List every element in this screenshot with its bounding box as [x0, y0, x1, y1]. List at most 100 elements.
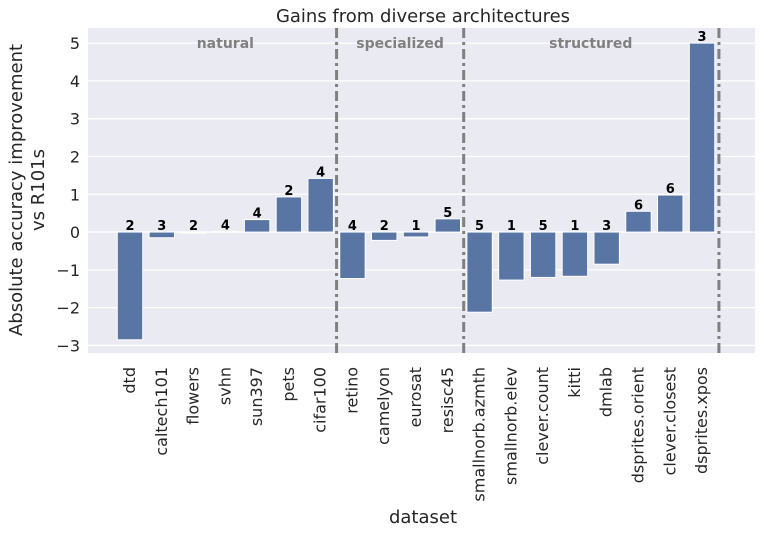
bar-resisc45: [434, 218, 462, 233]
x-tick: pets: [279, 367, 298, 402]
x-tick-label: smallnorb.azmth: [470, 367, 489, 502]
plot-area: [88, 28, 755, 353]
group-label-specialized: specialized: [356, 36, 444, 52]
y-tick-label: 5: [70, 34, 80, 53]
bar-eurosat: [402, 231, 430, 238]
bar-dmlab: [593, 231, 620, 265]
x-tick: sun397: [247, 367, 266, 426]
bar-count-label: 1: [507, 219, 516, 234]
data-labels: 2 3 2 4 4 2 4 4 2 1 5 5 1 5 1 3 6 6 3: [125, 30, 706, 234]
bar-count-label: 3: [157, 219, 166, 234]
x-tick-label: dtd: [120, 367, 139, 394]
bar-count-label: 4: [348, 219, 357, 234]
bar-dsprites-xpos: [688, 42, 716, 233]
bar-count-label: 5: [539, 219, 548, 234]
bar-smallnorb-azmth: [466, 231, 493, 313]
y-tick-label: 1: [70, 185, 80, 204]
x-axis-ticks: dtd caltech101 flowers svhn sun397 pets cifar1…: [120, 367, 711, 502]
x-tick: retino: [342, 367, 361, 414]
x-tick-label: clever.count: [533, 367, 552, 465]
x-tick-label: caltech101: [152, 367, 171, 456]
x-tick-label: dmlab: [597, 367, 616, 417]
bar-count-label: 4: [316, 165, 325, 180]
bar-count-label: 5: [475, 219, 484, 234]
x-tick-label: clever.closest: [660, 367, 679, 475]
bar-count-label: 4: [253, 207, 262, 222]
bars: [116, 42, 716, 341]
x-tick: dtd: [120, 367, 139, 394]
x-tick-label: svhn: [215, 367, 234, 405]
x-tick: caltech101: [152, 367, 171, 456]
y-tick-label: 2: [70, 147, 80, 166]
bar-svhn: [212, 230, 239, 233]
x-tick: smallnorb.elev: [501, 367, 520, 485]
y-tick-label: −1: [56, 261, 80, 280]
bar-clever-count: [529, 231, 557, 278]
x-tick: dmlab: [597, 367, 616, 417]
x-tick: flowers: [184, 367, 203, 425]
x-tick: clever.count: [533, 367, 552, 465]
bar-count-label: 6: [666, 182, 675, 197]
y-axis-label: Absolute accuracy improvement vs R101s: [6, 44, 49, 336]
bar-count-label: 1: [570, 219, 579, 234]
bar-cifar100: [307, 177, 334, 233]
x-tick-label: cifar100: [311, 367, 330, 433]
x-tick: dsprites.orient: [628, 367, 647, 483]
y-tick-label: 0: [70, 223, 80, 242]
x-tick: eurosat: [406, 367, 425, 427]
x-tick-label: dsprites.xpos: [692, 367, 711, 474]
x-tick: cifar100: [311, 367, 330, 433]
x-tick: smallnorb.azmth: [470, 367, 489, 502]
bar-count-label: 2: [125, 219, 134, 234]
bar-camelyon: [371, 231, 398, 241]
x-tick-label: pets: [279, 367, 298, 402]
x-tick-label: dsprites.orient: [628, 367, 647, 483]
y-axis-label-line2: vs R101s: [28, 149, 49, 231]
bar-clever-closest: [657, 194, 684, 233]
y-axis-label-line1: Absolute accuracy improvement: [6, 44, 27, 336]
y-tick-label: 3: [70, 110, 80, 129]
group-labels: natural specialized structured: [197, 36, 633, 52]
y-tick-label: 4: [70, 72, 80, 91]
x-tick-label: kitti: [565, 367, 584, 398]
bar-retino: [339, 231, 366, 280]
x-tick-label: eurosat: [406, 367, 425, 427]
y-tick-label: −2: [56, 299, 80, 318]
bar-count-label: 2: [189, 219, 198, 234]
bar-count-label: 5: [443, 206, 452, 221]
y-tick-label: −3: [56, 336, 80, 355]
x-tick: clever.closest: [660, 367, 679, 475]
bar-count-label: 3: [602, 219, 611, 234]
x-tick-label: sun397: [247, 367, 266, 426]
x-tick-label: retino: [342, 367, 361, 414]
x-tick: camelyon: [374, 367, 393, 445]
bar-kitti: [561, 231, 589, 277]
bar-dtd: [116, 231, 144, 341]
bar-caltech101: [148, 231, 175, 239]
chart-title: Gains from diverse architectures: [276, 6, 570, 27]
x-tick-label: flowers: [184, 367, 203, 425]
bar-sun397: [243, 219, 271, 233]
y-axis-ticks: −3 −2 −1 0 1 2 3 4 5: [56, 34, 80, 355]
group-separators: [335, 28, 721, 353]
x-tick-label: smallnorb.elev: [501, 367, 520, 485]
x-tick: resisc45: [438, 367, 457, 433]
bar-count-label: 2: [380, 219, 389, 234]
group-label-structured: structured: [549, 36, 632, 52]
bar-pets: [275, 196, 303, 233]
x-tick-label: resisc45: [438, 367, 457, 433]
bar-count-label: 1: [411, 219, 420, 234]
bar-dsprites-orient: [625, 210, 652, 233]
x-tick: kitti: [565, 367, 584, 398]
x-tick: dsprites.xpos: [692, 367, 711, 474]
bar-count-label: 3: [698, 30, 707, 45]
bar-count-label: 6: [634, 198, 643, 213]
bar-smallnorb-elev: [498, 231, 525, 281]
bar-count-label: 4: [221, 218, 230, 233]
x-tick: svhn: [215, 367, 234, 405]
bar-flowers: [180, 231, 207, 234]
x-axis-label: dataset: [389, 507, 457, 528]
x-tick-label: camelyon: [374, 367, 393, 445]
group-label-natural: natural: [197, 36, 254, 52]
